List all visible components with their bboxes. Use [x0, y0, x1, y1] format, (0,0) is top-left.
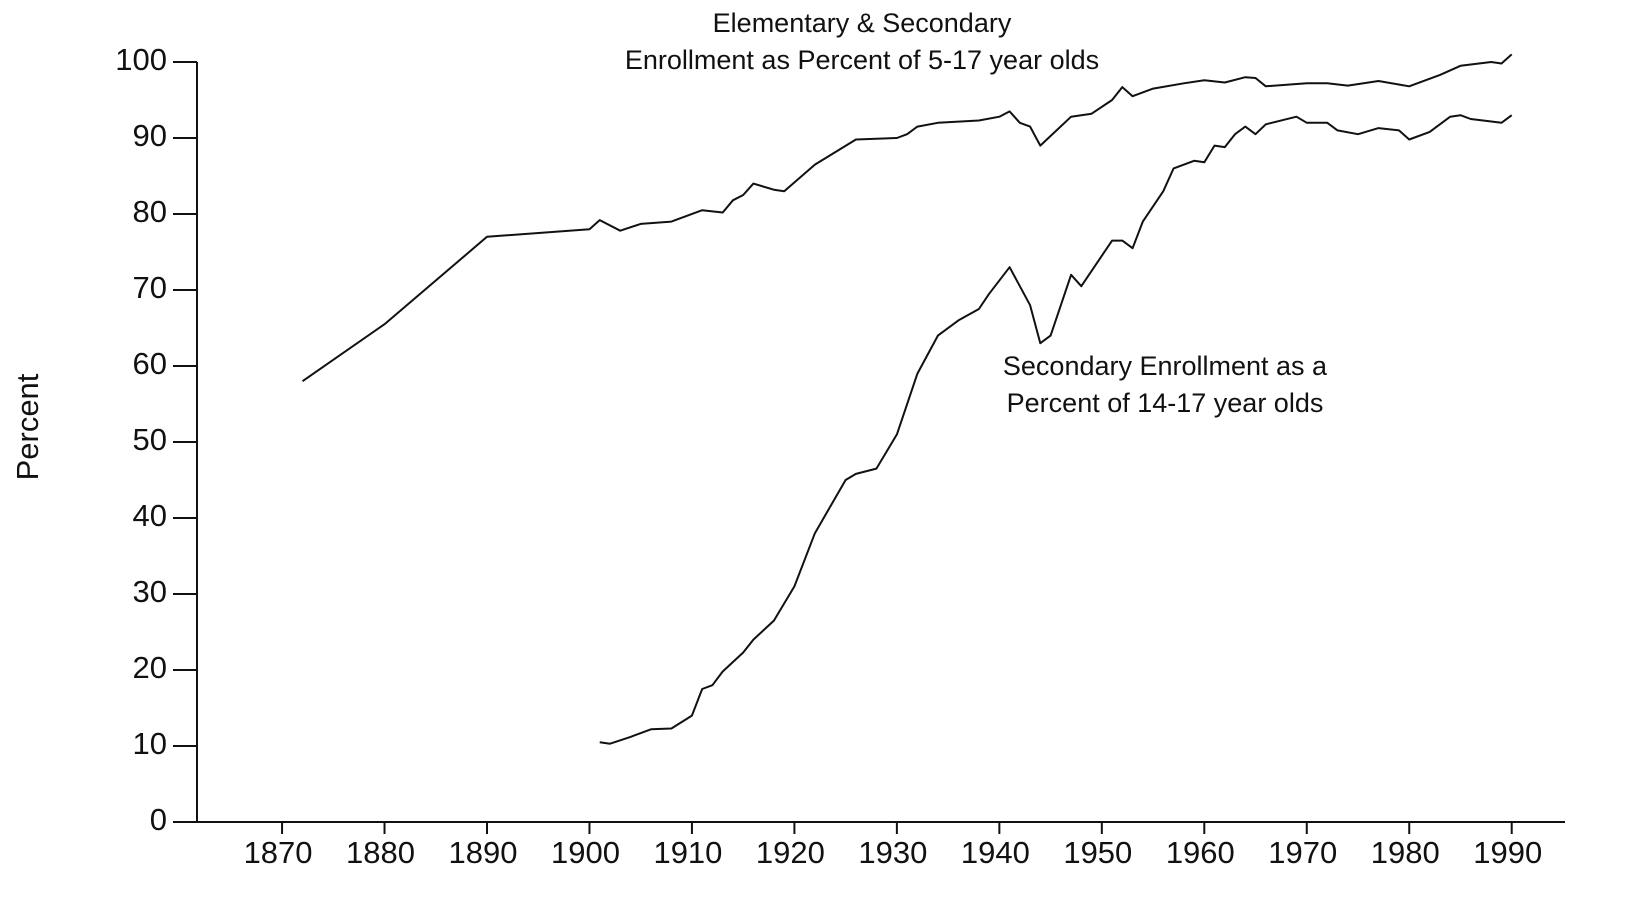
series-line — [301, 53, 1513, 383]
y-tick-label: 90 — [133, 118, 167, 153]
x-tick-label: 1960 — [1166, 835, 1235, 870]
series-label: Enrollment as Percent of 5-17 year olds — [625, 45, 1099, 75]
x-tick-label: 1970 — [1268, 835, 1337, 870]
y-tick-label: 30 — [133, 574, 167, 609]
y-tick-label: 50 — [133, 422, 167, 457]
y-axis-label: Percent — [10, 373, 45, 480]
x-tick-label: 1880 — [346, 835, 415, 870]
series-label: Elementary & Secondary — [713, 8, 1012, 38]
x-tick-label: 1870 — [244, 835, 313, 870]
y-tick-label: 80 — [133, 194, 167, 229]
x-tick-label: 1950 — [1063, 835, 1132, 870]
x-tick-label: 1920 — [756, 835, 825, 870]
y-tick-label: 20 — [133, 650, 167, 685]
x-tick-label: 1930 — [858, 835, 927, 870]
y-tick-label: 40 — [133, 498, 167, 533]
x-tick-label: 1910 — [653, 835, 722, 870]
x-tick-label: 1890 — [449, 835, 518, 870]
series-label: Secondary Enrollment as a — [1003, 351, 1328, 381]
series-line — [599, 114, 1513, 745]
y-tick-label: 70 — [133, 270, 167, 305]
series-label: Percent of 14-17 year olds — [1007, 388, 1324, 418]
y-tick-label: 0 — [150, 802, 167, 837]
x-tick-label: 1940 — [961, 835, 1030, 870]
x-tick-label: 1900 — [551, 835, 620, 870]
x-tick-label: 1980 — [1371, 835, 1440, 870]
y-tick-label: 10 — [133, 726, 167, 761]
y-tick-label: 60 — [133, 346, 167, 381]
x-tick-label: 1990 — [1473, 835, 1542, 870]
y-tick-label: 100 — [115, 42, 167, 77]
